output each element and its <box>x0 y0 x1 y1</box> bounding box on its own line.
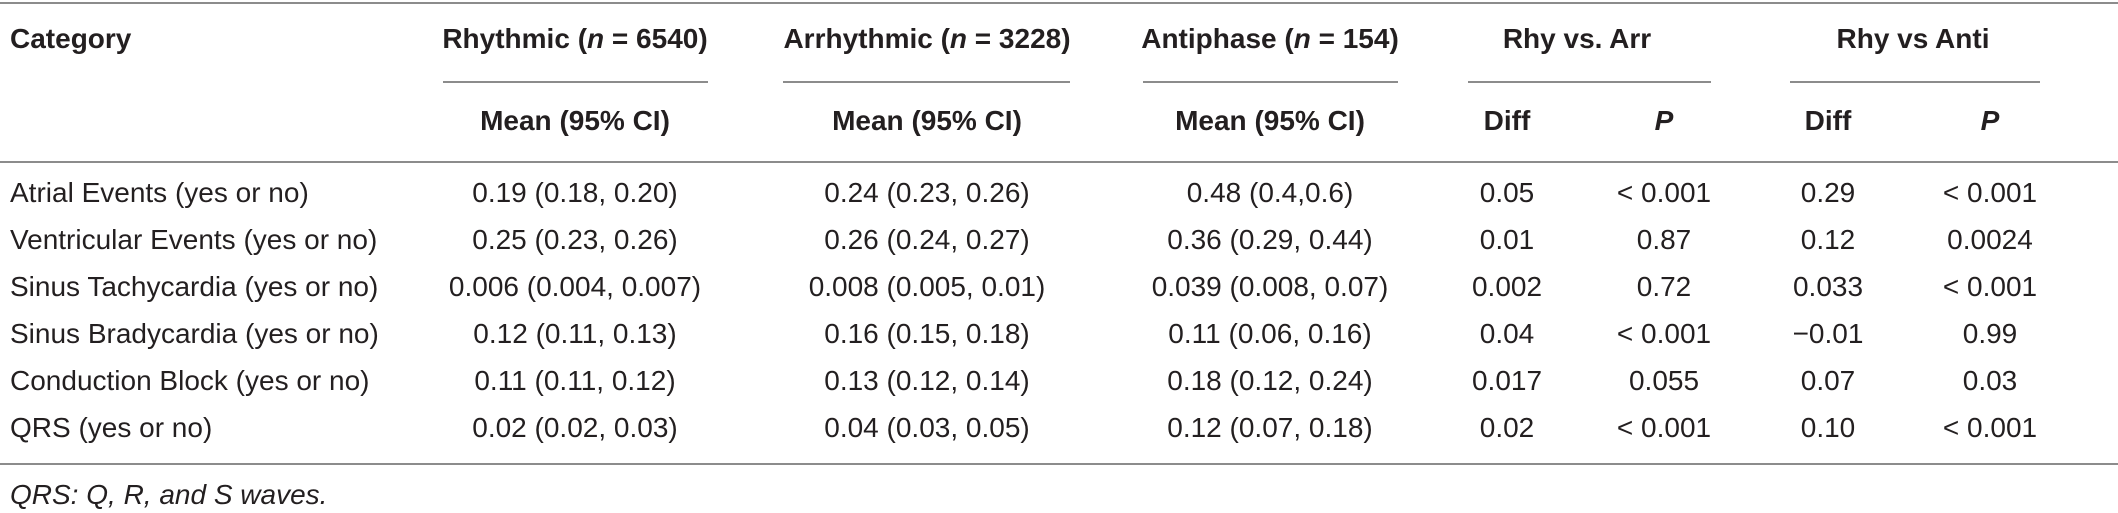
cell-rhythmic-mean: 0.25 (0.23, 0.26) <box>472 224 678 255</box>
cell-diff-anti: 0.07 <box>1800 365 1856 396</box>
cell-p-arr: < 0.001 <box>1616 177 1712 208</box>
header-rhy-vs-arr: Rhy vs. Arr <box>1502 23 1652 54</box>
cell-antiphase-mean: 0.48 (0.4,0.6) <box>1186 177 1354 208</box>
cell-p-arr: 0.055 <box>1628 365 1700 396</box>
subheader-diff-arr: Diff <box>1483 105 1531 136</box>
cell-diff-anti: 0.033 <box>1792 271 1864 302</box>
header-antiphase: Antiphase (n = 154) <box>1141 23 1399 54</box>
cell-diff-arr: 0.002 <box>1471 271 1543 302</box>
cell-p-arr: 0.87 <box>1636 224 1692 255</box>
cell-rhythmic-mean: 0.006 (0.004, 0.007) <box>448 271 702 302</box>
cell-antiphase-mean: 0.039 (0.008, 0.07) <box>1151 271 1389 302</box>
cell-antiphase-mean: 0.11 (0.06, 0.16) <box>1168 318 1372 349</box>
cell-diff-anti: 0.29 <box>1800 177 1856 208</box>
subheader-p-arr: P <box>1654 105 1674 136</box>
cell-diff-anti: −0.01 <box>1792 318 1864 349</box>
cell-category: Ventricular Events (yes or no) <box>10 224 378 255</box>
subrule-antiphase <box>1143 81 1398 83</box>
subrule-rhy-vs-arr <box>1468 81 1711 83</box>
cell-p-anti: < 0.001 <box>1942 412 2038 443</box>
cell-diff-anti: 0.12 <box>1800 224 1856 255</box>
header-category: Category <box>10 23 132 54</box>
cell-arrhythmic-mean: 0.16 (0.15, 0.18) <box>824 318 1030 349</box>
cell-diff-arr: 0.01 <box>1479 224 1535 255</box>
subheader-p-anti: P <box>1980 105 2000 136</box>
cell-diff-arr: 0.02 <box>1479 412 1535 443</box>
cell-category: Atrial Events (yes or no) <box>10 177 309 208</box>
cell-diff-arr: 0.017 <box>1471 365 1543 396</box>
header-rule <box>0 161 2118 163</box>
subheader-mean-antiphase: Mean (95% CI) <box>1175 105 1365 136</box>
cell-antiphase-mean: 0.12 (0.07, 0.18) <box>1167 412 1373 443</box>
subheader-diff-anti: Diff <box>1804 105 1852 136</box>
cell-arrhythmic-mean: 0.13 (0.12, 0.14) <box>824 365 1030 396</box>
subrule-arrhythmic <box>783 81 1070 83</box>
cell-rhythmic-mean: 0.12 (0.11, 0.13) <box>473 318 677 349</box>
cell-category: Sinus Tachycardia (yes or no) <box>10 271 379 302</box>
cell-p-anti: 0.99 <box>1962 318 2018 349</box>
subheader-mean-rhythmic: Mean (95% CI) <box>480 105 670 136</box>
cell-p-anti: 0.03 <box>1962 365 2018 396</box>
cell-diff-anti: 0.10 <box>1800 412 1856 443</box>
cell-p-arr: < 0.001 <box>1616 412 1712 443</box>
cell-category: Sinus Bradycardia (yes or no) <box>10 318 379 349</box>
header-rhythmic: Rhythmic (n = 6540) <box>442 23 708 54</box>
cell-rhythmic-mean: 0.11 (0.11, 0.12) <box>474 365 676 396</box>
cell-rhythmic-mean: 0.19 (0.18, 0.20) <box>472 177 678 208</box>
cell-arrhythmic-mean: 0.24 (0.23, 0.26) <box>824 177 1030 208</box>
header-rhy-vs-anti: Rhy vs Anti <box>1836 23 1990 54</box>
top-rule <box>0 2 2118 4</box>
subheader-mean-arrhythmic: Mean (95% CI) <box>832 105 1022 136</box>
cell-rhythmic-mean: 0.02 (0.02, 0.03) <box>472 412 678 443</box>
cell-p-arr: 0.72 <box>1636 271 1692 302</box>
subrule-rhy-vs-anti <box>1790 81 2040 83</box>
subrule-rhythmic <box>443 81 708 83</box>
bottom-rule <box>0 463 2118 465</box>
cell-antiphase-mean: 0.18 (0.12, 0.24) <box>1167 365 1373 396</box>
cell-p-anti: < 0.001 <box>1942 271 2038 302</box>
cell-diff-arr: 0.05 <box>1479 177 1535 208</box>
cell-p-arr: < 0.001 <box>1616 318 1712 349</box>
cell-category: Conduction Block (yes or no) <box>10 365 370 396</box>
header-arrhythmic: Arrhythmic (n = 3228) <box>783 23 1071 54</box>
cell-arrhythmic-mean: 0.26 (0.24, 0.27) <box>824 224 1030 255</box>
cell-p-anti: < 0.001 <box>1942 177 2038 208</box>
cell-antiphase-mean: 0.36 (0.29, 0.44) <box>1167 224 1373 255</box>
cell-category: QRS (yes or no) <box>10 412 213 443</box>
cell-diff-arr: 0.04 <box>1479 318 1535 349</box>
cell-arrhythmic-mean: 0.04 (0.03, 0.05) <box>824 412 1030 443</box>
cell-p-anti: 0.0024 <box>1947 224 2033 255</box>
table-footnote: QRS: Q, R, and S waves. <box>10 479 328 510</box>
cell-arrhythmic-mean: 0.008 (0.005, 0.01) <box>808 271 1046 302</box>
